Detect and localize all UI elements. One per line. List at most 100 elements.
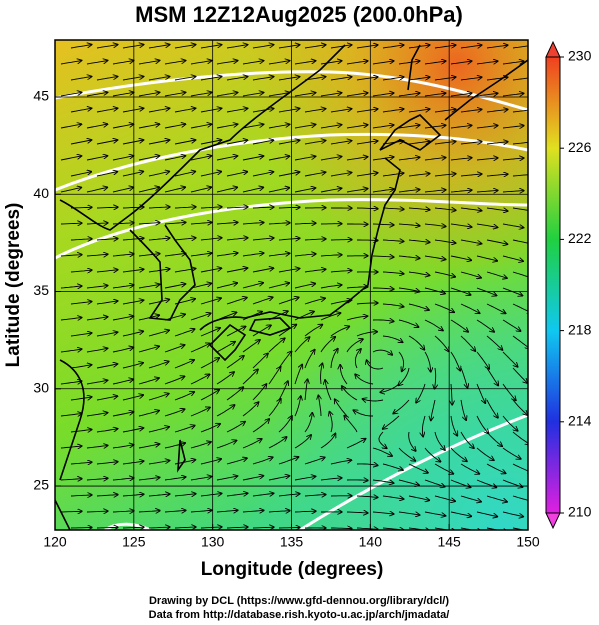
streamline bbox=[164, 61, 186, 65]
streamline bbox=[294, 511, 316, 512]
streamline bbox=[252, 207, 274, 208]
streamline bbox=[190, 92, 212, 97]
streamline bbox=[450, 319, 468, 332]
streamline bbox=[226, 172, 247, 177]
streamline bbox=[278, 528, 300, 529]
streamline bbox=[278, 77, 300, 81]
streamline bbox=[460, 335, 475, 351]
streamline bbox=[226, 268, 247, 273]
streamline bbox=[460, 239, 482, 244]
streamline bbox=[190, 222, 212, 224]
streamline bbox=[226, 108, 248, 113]
streamline bbox=[502, 223, 524, 228]
streamline bbox=[424, 447, 441, 462]
contours bbox=[55, 70, 528, 530]
streamline bbox=[450, 158, 472, 160]
streamline bbox=[424, 224, 446, 226]
streamline bbox=[216, 61, 238, 65]
streamline bbox=[242, 283, 263, 289]
streamline bbox=[200, 459, 221, 465]
streamline bbox=[512, 367, 527, 383]
streamline bbox=[383, 415, 400, 429]
streamline bbox=[242, 253, 264, 257]
streamline bbox=[200, 207, 222, 208]
streamline bbox=[476, 383, 485, 403]
streamline bbox=[346, 287, 368, 288]
streamline bbox=[96, 270, 118, 272]
streamline bbox=[382, 208, 404, 209]
streamline bbox=[86, 317, 108, 321]
streamline bbox=[70, 270, 92, 272]
streamline bbox=[354, 349, 361, 369]
streamline bbox=[278, 297, 299, 305]
streamline bbox=[190, 187, 211, 193]
streamline bbox=[304, 495, 326, 497]
streamline bbox=[86, 61, 108, 65]
streamline bbox=[424, 158, 446, 161]
streamline bbox=[408, 174, 430, 177]
streamline bbox=[60, 318, 82, 321]
streamline bbox=[226, 356, 244, 369]
streamline bbox=[294, 156, 316, 161]
streamline bbox=[70, 365, 92, 369]
streamline bbox=[424, 93, 446, 97]
streamline bbox=[320, 93, 342, 97]
streamline bbox=[148, 330, 169, 337]
streamline bbox=[294, 93, 316, 97]
streamline bbox=[382, 272, 404, 274]
streamline bbox=[278, 207, 300, 208]
streamline bbox=[372, 320, 394, 322]
streamline bbox=[164, 92, 186, 97]
streamline bbox=[356, 77, 378, 81]
streamline bbox=[512, 207, 528, 211]
streamline bbox=[435, 367, 436, 389]
streamline bbox=[112, 156, 133, 161]
streamline bbox=[451, 383, 452, 405]
streamline bbox=[200, 328, 220, 337]
streamline bbox=[502, 511, 523, 517]
streamline bbox=[486, 271, 507, 278]
streamline bbox=[460, 45, 482, 48]
streamline bbox=[164, 477, 186, 481]
x-tick-label: 150 bbox=[516, 534, 540, 550]
streamline bbox=[112, 285, 134, 289]
streamline bbox=[398, 511, 420, 515]
streamline bbox=[502, 126, 524, 128]
streamline bbox=[138, 254, 160, 256]
streamline bbox=[346, 339, 363, 353]
streamline bbox=[486, 431, 502, 446]
streamline bbox=[476, 223, 498, 227]
colorbar-tick-label: 226 bbox=[568, 139, 592, 155]
streamline bbox=[112, 124, 133, 129]
streamline bbox=[372, 349, 392, 355]
streamline bbox=[434, 45, 456, 49]
streamline bbox=[408, 431, 416, 451]
streamline bbox=[96, 495, 118, 496]
streamline bbox=[122, 238, 144, 240]
streamline bbox=[216, 156, 237, 161]
streamline bbox=[335, 399, 348, 417]
streamline bbox=[321, 363, 323, 385]
streamline bbox=[96, 172, 117, 177]
streamline bbox=[60, 479, 82, 480]
streamline bbox=[148, 362, 169, 369]
streamline bbox=[60, 413, 82, 416]
streamline bbox=[294, 61, 316, 65]
streamline bbox=[422, 415, 426, 437]
streamline bbox=[278, 381, 288, 401]
streamline bbox=[268, 511, 290, 512]
streamline bbox=[138, 411, 159, 417]
map-area bbox=[55, 40, 528, 530]
streamline bbox=[86, 478, 108, 480]
streamline bbox=[242, 124, 264, 129]
streamline bbox=[304, 239, 326, 240]
streamline bbox=[476, 351, 489, 369]
streamline bbox=[356, 208, 378, 209]
streamline bbox=[268, 93, 290, 97]
streamline bbox=[226, 298, 247, 305]
streamline bbox=[96, 301, 118, 305]
streamline bbox=[252, 109, 274, 113]
streamline bbox=[512, 495, 528, 502]
streamline bbox=[86, 124, 107, 129]
streamline bbox=[434, 271, 455, 277]
